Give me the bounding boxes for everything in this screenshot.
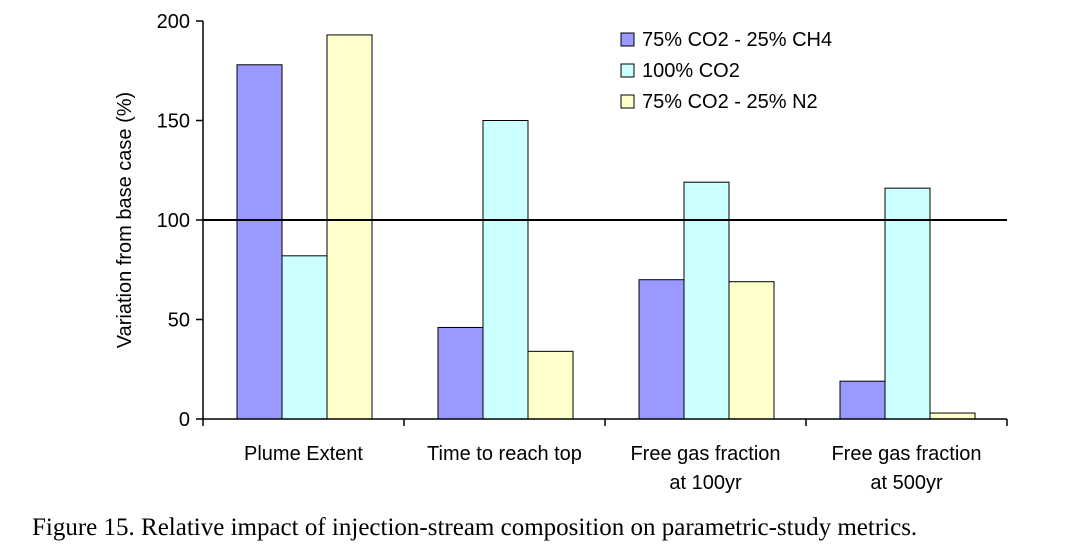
legend-label: 75% CO2 - 25% CH4 [642, 29, 832, 51]
bar [839, 380, 886, 420]
legend-swatch [620, 63, 635, 78]
bar [638, 279, 685, 420]
bar [884, 187, 931, 420]
bar [527, 350, 574, 420]
legend-swatch [620, 32, 635, 47]
bar [437, 326, 484, 420]
bar [482, 120, 529, 420]
x-category-label: Plume Extent [244, 443, 363, 465]
y-tick-label: 100 [157, 210, 190, 232]
y-tick-label: 200 [157, 11, 190, 33]
y-axis-label: Variation from base case (%) [114, 92, 136, 348]
legend: 75% CO2 - 25% CH4 100% CO2 75% CO2 - 25% N… [620, 29, 832, 113]
x-category-label: Free gas fraction [630, 443, 780, 465]
bar [281, 255, 328, 420]
bar [236, 64, 283, 420]
x-category-label: at 500yr [870, 472, 943, 494]
bar-chart: 0 50 100 150 200 Plume Extent Time to reach to… [114, 11, 1008, 494]
plot-area: 0 50 100 150 200 Plume Extent Time to reach to… [157, 11, 1008, 494]
x-category-label: at 100yr [669, 472, 742, 494]
bar [326, 34, 373, 420]
y-tick-label: 50 [168, 310, 190, 332]
x-category-label: Free gas fraction [831, 443, 981, 465]
figure-caption: Figure 15. Relative impact of injection-… [32, 514, 918, 541]
y-tick-label: 150 [157, 111, 190, 133]
legend-label: 75% CO2 - 25% N2 [642, 91, 818, 113]
legend-label: 100% CO2 [642, 60, 740, 82]
legend-swatch [620, 94, 635, 109]
x-category-label: Time to reach top [427, 443, 582, 465]
y-tick-label: 0 [179, 409, 190, 431]
bar [728, 281, 775, 420]
bar [929, 412, 976, 420]
bar [683, 181, 730, 420]
